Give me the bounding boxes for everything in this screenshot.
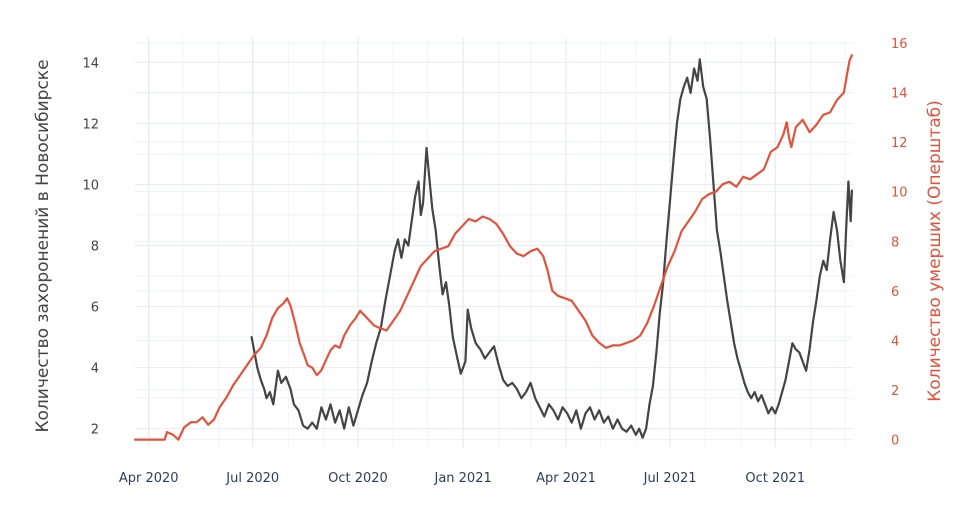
series-line-left [250,58,854,439]
x-tick-label: Oct 2020 [328,471,388,486]
y-right-tick-label: 6 [891,285,899,300]
y-right-tick-label: 0 [891,434,899,449]
y-left-tick-label: 10 [82,179,99,194]
x-tick-label: Oct 2021 [745,471,805,486]
y-right-tick-label: 16 [891,37,908,52]
y-right-tick-label: 8 [891,235,899,250]
y-axis-right-title: Количество умерших (Оперштаб) [925,100,945,402]
y-right-tick-label: 10 [891,186,908,201]
x-tick-label: Jan 2021 [433,471,491,486]
x-tick-label: Jul 2021 [643,471,697,486]
y-left-tick-label: 4 [91,362,99,377]
y-right-tick-label: 14 [891,87,908,102]
y-left-tick-label: 6 [91,301,99,316]
y-left-tick-label: 2 [91,423,99,438]
x-tick-label: Apr 2021 [536,471,596,486]
y-right-tick-label: 12 [891,136,908,151]
tick-labels: 2 4 6 8 10 12 14 0 2 4 6 8 10 12 14 16 Apr 2020 Jul 2020 O… [82,37,907,486]
y-left-tick-label: 12 [82,117,99,132]
x-tick-label: Apr 2020 [119,471,179,486]
y-right-tick-label: 2 [891,384,899,399]
y-right-tick-label: 4 [891,334,899,349]
series-lines [133,54,854,441]
x-tick-label: Jul 2020 [225,471,279,486]
y-left-tick-label: 8 [91,240,99,255]
series-line-right [133,54,854,441]
y-axis-left-title: Количество захоронений в Новосибирске [33,59,53,432]
y-left-tick-label: 14 [82,56,99,71]
